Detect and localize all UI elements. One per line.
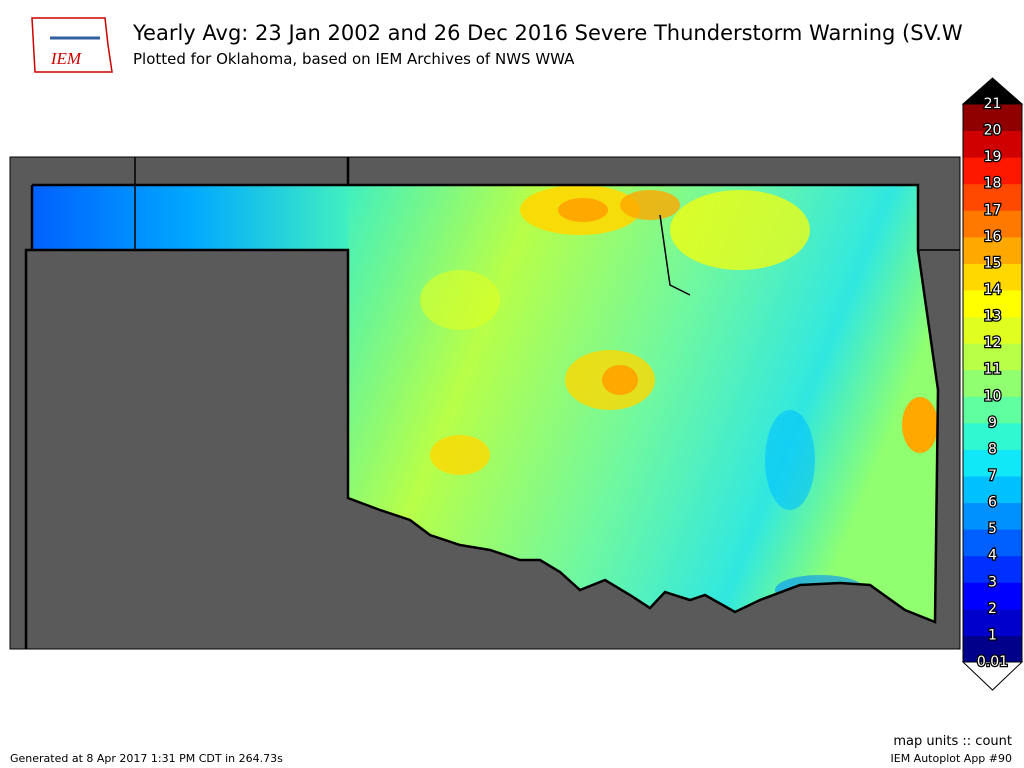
colorbar-tick-label: 13 (984, 309, 1002, 325)
colorbar-bin (963, 263, 1022, 291)
colorbar-tick-label: 15 (984, 255, 1002, 271)
colorbar-bin (963, 290, 1022, 318)
colorbar-bin (963, 582, 1022, 610)
colorbar-bin (963, 396, 1022, 424)
title: Yearly Avg: 23 Jan 2002 and 26 Dec 2016 … (132, 21, 963, 45)
colorbar-tick-label: 7 (988, 468, 997, 484)
colorbar-tick-label: 11 (984, 362, 1002, 378)
logo-text: IEM (50, 49, 82, 68)
colorbar-tick-label: 1 (988, 627, 997, 643)
logo: IEM (31, 17, 113, 73)
colorbar-bin (963, 635, 1022, 663)
colorbar-tick-label: 18 (984, 176, 1002, 192)
colorbar-bin (963, 316, 1022, 344)
colorbar-tick-label: 0.01 (977, 654, 1008, 670)
colorbar-bin (963, 502, 1022, 530)
colorbar-tick-label: 5 (988, 521, 997, 537)
map (9, 156, 961, 650)
colorbar-bin (963, 210, 1022, 238)
colorbar-bin (963, 157, 1022, 185)
panhandle (32, 185, 348, 250)
generated-label: Generated at 8 Apr 2017 1:31 PM CDT in 2… (10, 752, 283, 765)
colorbar-tick-label: 16 (984, 229, 1002, 245)
colorbar-bin (963, 130, 1022, 158)
colorbar-bin (963, 555, 1022, 583)
colorbar-bin (963, 183, 1022, 211)
colorbar-bin (963, 608, 1022, 636)
colorbar-bin (963, 104, 1022, 132)
colorbar-bin (963, 422, 1022, 450)
colorbar-bin (963, 529, 1022, 557)
colorbar-tick-label: 3 (988, 574, 997, 590)
colorbar-frame (962, 103, 1023, 663)
colorbar-bin (963, 369, 1022, 397)
colorbar-bin (963, 236, 1022, 264)
colorbar-bin (963, 476, 1022, 504)
colorbar-tick-label: 21 (984, 96, 1002, 112)
colorbar-tick-label: 14 (984, 282, 1002, 298)
colorbar-bin (963, 343, 1022, 371)
colorbar-tick-label: 2 (988, 601, 997, 617)
app-label: IEM Autoplot App #90 (891, 752, 1013, 765)
units-label: map units :: count (893, 734, 1012, 749)
colorbar-tick-label: 9 (988, 415, 997, 431)
subtitle: Plotted for Oklahoma, based on IEM Archi… (133, 50, 575, 68)
colorbar-tick-label: 10 (984, 388, 1002, 404)
colorbar-tick-label: 8 (988, 441, 997, 457)
colorbar-tick-label: 20 (984, 123, 1002, 139)
colorbar-tick-label: 6 (988, 495, 997, 511)
colorbar-tick-label: 17 (984, 202, 1002, 218)
colorbar-tick-label: 12 (984, 335, 1002, 351)
colorbar-tick-label: 4 (988, 548, 997, 564)
colorbar-tick-label: 19 (984, 149, 1002, 165)
colorbar-bin (963, 449, 1022, 477)
